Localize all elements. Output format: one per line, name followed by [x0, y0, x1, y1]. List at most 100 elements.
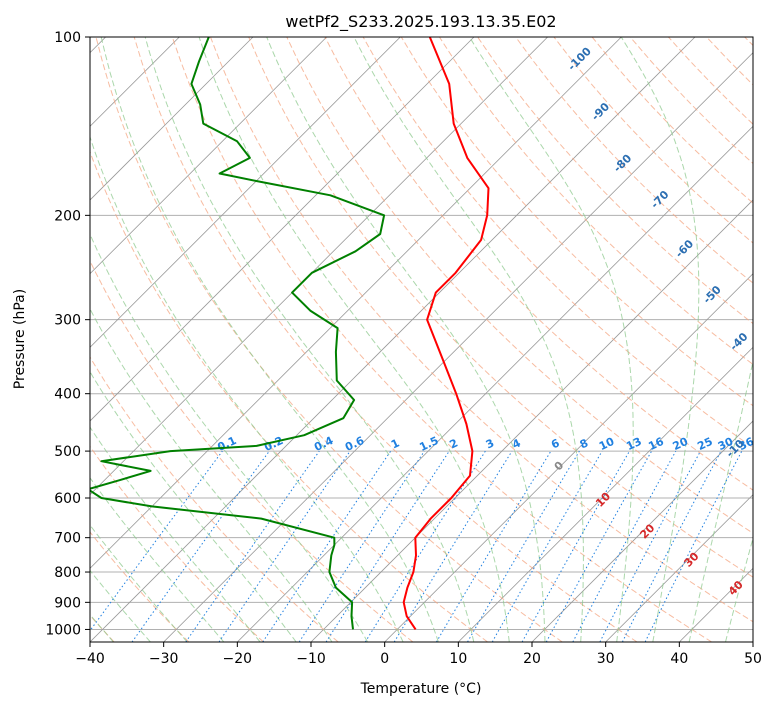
isotherm-line	[384, 273, 753, 642]
mixing-ratio-line	[435, 450, 552, 642]
dry-adiabat	[248, 37, 753, 578]
chart-title: wetPf2_S233.2025.193.13.35.E02	[285, 12, 556, 32]
mixing-ratio-line	[298, 450, 425, 642]
moist-adiabat-label: -80	[611, 152, 634, 175]
isotherm-line	[605, 494, 753, 642]
x-axis: −40 −30 −20 −10 0 10 20 30 40 50	[75, 642, 762, 667]
moist-adiabat	[620, 37, 700, 642]
isotherm-line	[752, 641, 753, 642]
mixing-ratio-label: 30	[716, 435, 736, 453]
mixing-ratio-line	[218, 450, 351, 642]
dewpoint-profile	[90, 37, 386, 630]
y-tick-label: 200	[54, 208, 81, 224]
mixing-ratio-label: 4	[510, 436, 523, 451]
dry-adiabat	[438, 37, 753, 366]
dry-adiabat	[400, 37, 753, 407]
moist-adiabat	[100, 37, 439, 642]
moist-adiabat	[90, 135, 404, 642]
dry-adiabat	[90, 356, 339, 642]
dry-adiabat	[133, 37, 638, 642]
x-tick-label: 50	[744, 651, 762, 667]
mixing-ratio-line	[644, 450, 743, 642]
moist-adiabat	[198, 37, 510, 642]
dry-adiabat	[90, 259, 414, 642]
x-axis-label: Temperature (°C)	[360, 681, 482, 697]
temperature-profile	[402, 37, 490, 630]
x-tick-label: −10	[296, 651, 326, 667]
y-tick-label: 900	[54, 595, 81, 611]
dry-adiabat	[90, 150, 488, 642]
mixing-ratio-line	[262, 450, 392, 642]
x-tick-label: 40	[670, 651, 688, 667]
moist-adiabat	[353, 37, 584, 642]
mixing-ratio-line	[393, 450, 513, 642]
y-tick-label: 800	[54, 565, 81, 581]
mixing-ratio-label: 6	[549, 436, 562, 451]
y-axis-label: Pressure (hPa)	[12, 289, 28, 389]
isotherm-line	[90, 37, 254, 201]
y-tick-label: 1000	[45, 622, 81, 638]
isotherm-line	[90, 37, 622, 569]
moist-adiabat	[688, 358, 753, 642]
moist-adiabat	[90, 524, 188, 642]
wetbulb-label: 10	[593, 490, 613, 510]
x-tick-label: 20	[523, 651, 541, 667]
wetbulb-label: 0	[552, 458, 567, 473]
dry-adiabat	[668, 37, 753, 125]
dry-adiabat	[286, 37, 753, 534]
moist-adiabat	[725, 536, 753, 642]
isotherm-line	[531, 420, 753, 642]
y-tick-label: 500	[54, 444, 81, 460]
isotherm-line	[90, 37, 696, 642]
dry-adiabat	[95, 37, 563, 642]
isotherm-line	[237, 125, 753, 642]
dry-adiabat	[515, 37, 753, 284]
moist-adiabat	[90, 308, 333, 642]
moist-adiabat-label: -40	[727, 330, 750, 353]
wetbulb-label: 20	[637, 521, 657, 541]
mixing-ratio-label: 13	[624, 435, 643, 453]
mixing-ratio-line	[185, 450, 320, 642]
isotherm-line	[90, 37, 327, 275]
isotherm-line	[458, 346, 753, 642]
mixing-ratio-label: 16	[646, 435, 666, 453]
mixing-ratio-line	[599, 450, 701, 642]
moist-adiabat	[469, 37, 634, 642]
plot-area: 0.1 0.2 0.4 0.6 1 1.5 2 3 4 6 8 10 13 16 20 25 30 36-100-…	[90, 37, 753, 642]
dry-adiabat	[171, 37, 712, 642]
x-tick-label: −40	[75, 651, 105, 667]
moist-adiabat-label: -90	[589, 100, 612, 123]
y-tick-label: 600	[54, 491, 81, 507]
mixing-ratio-line	[325, 450, 450, 642]
moist-adiabat-label: -50	[701, 283, 724, 306]
mixing-ratio-line	[545, 450, 653, 642]
x-tick-label: 30	[597, 651, 615, 667]
moist-adiabat	[90, 426, 261, 642]
dry-adiabat	[477, 37, 753, 325]
moist-adiabat-label: -60	[673, 237, 696, 260]
plot-frame	[89, 36, 754, 643]
y-tick-label: 100	[54, 30, 81, 46]
isotherm-line	[310, 199, 753, 642]
mixing-ratio-line	[572, 450, 677, 642]
moist-adiabat-label: -70	[648, 188, 671, 211]
dry-adiabat	[210, 37, 753, 623]
mixing-ratio-line	[131, 450, 270, 642]
moist-adiabat	[144, 37, 475, 642]
y-tick-label: 400	[54, 387, 81, 403]
wetbulb-label: 40	[726, 578, 746, 598]
mixing-ratio-line	[521, 450, 630, 642]
x-tick-label: 10	[449, 651, 467, 667]
isotherm-line	[90, 37, 475, 422]
mixing-ratio-label: 1	[389, 436, 401, 451]
mixing-ratio-label: 3	[484, 436, 496, 451]
mixing-ratio-label: 10	[597, 435, 617, 453]
y-axis: 100 200 300 400 500 600 700 800 900 1000	[45, 30, 90, 638]
x-tick-label: −30	[149, 651, 179, 667]
isotherm-line	[90, 37, 548, 496]
mixing-ratio-label: 25	[695, 435, 714, 453]
isotherm-line	[163, 52, 753, 642]
dry-adiabat	[90, 445, 264, 642]
mixing-ratio-line	[90, 450, 223, 632]
y-tick-label: 700	[54, 531, 81, 547]
